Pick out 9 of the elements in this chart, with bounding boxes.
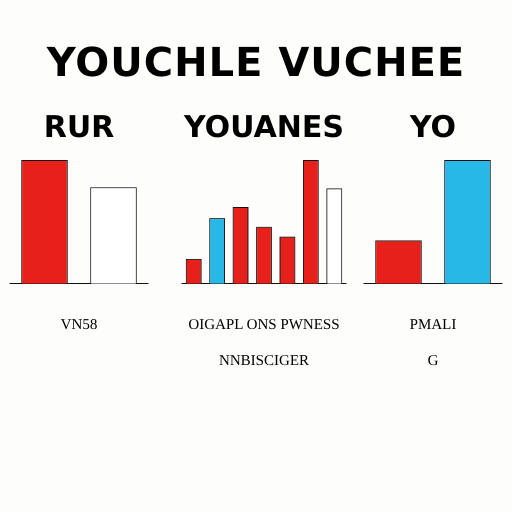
chart-subtitle: YOUANES (182, 110, 346, 147)
chart-subtitle: YO (408, 110, 458, 147)
text: PMALI (408, 316, 458, 335)
text: NNBISCIGER (218, 352, 310, 371)
chart-subtitle: RUR (42, 110, 116, 147)
text: OIGAPL ONS PWNESS (187, 316, 341, 335)
text: VN58 (60, 316, 98, 335)
text: G (426, 352, 440, 371)
text: YOUCHLE VUCHEE (46, 40, 466, 86)
